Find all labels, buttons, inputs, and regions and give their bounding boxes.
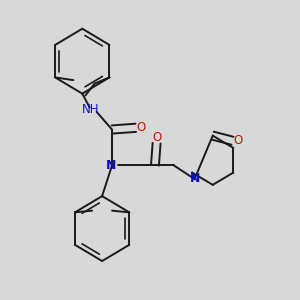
Text: NH: NH [82, 103, 99, 116]
Text: N: N [190, 172, 200, 185]
Text: O: O [136, 121, 146, 134]
Text: O: O [233, 134, 242, 147]
Text: N: N [106, 159, 116, 172]
Text: O: O [152, 130, 161, 143]
